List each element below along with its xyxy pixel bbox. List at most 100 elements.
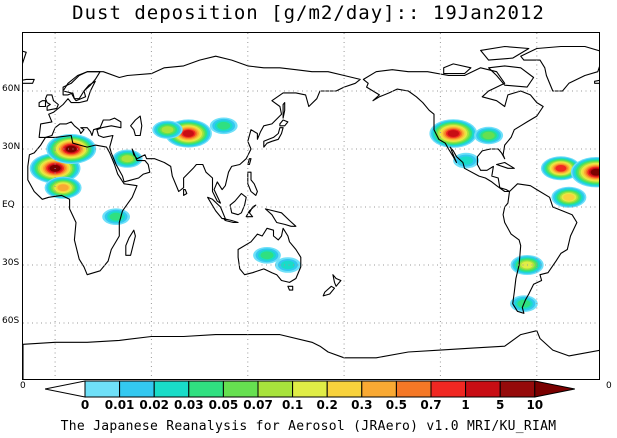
colorbar-tick-label: 0.01 [104, 398, 135, 412]
coastline-antarctica [23, 330, 599, 379]
colorbar-box [119, 380, 155, 398]
coastline-iceland-wrap [23, 78, 35, 84]
colorbar-box [395, 380, 432, 398]
dust-region-mexico [453, 152, 480, 169]
colorbar-box [465, 380, 501, 398]
graticule [23, 33, 599, 379]
dust-contour [161, 126, 174, 134]
dust-contour [590, 168, 599, 176]
colorbar-tick-label: 0.1 [281, 398, 304, 412]
dust-region-gobi [209, 117, 238, 135]
colorbar-tick-label: 0.07 [243, 398, 273, 412]
colorbar-box [153, 380, 190, 398]
lat-label: 60S [2, 316, 20, 326]
coastline-cuba [496, 161, 515, 169]
lat-label: 30S [2, 258, 20, 268]
dust-contour [217, 121, 231, 130]
coastline-new-zealand-s [322, 285, 336, 297]
colorbar-tick-label: 0.3 [351, 398, 373, 412]
colorbar-box [326, 380, 363, 398]
colorbar-box [361, 380, 397, 398]
colorbar-tick-label: 10 [526, 398, 544, 412]
dust-region-atlantic-sahara-plume [570, 157, 599, 188]
dust-contour [121, 155, 134, 163]
dust-region-australia-central [253, 247, 281, 264]
coastline-africa [27, 134, 138, 276]
coastline-baffin [488, 65, 535, 88]
footer-credit: The Japanese Reanalysis for Aerosol (JRA… [60, 419, 557, 434]
left-corner-label: 0 [20, 381, 26, 391]
dust-contour [182, 130, 194, 137]
coastline-hokkaido [279, 119, 289, 127]
colorbar-tick-label: 0.05 [208, 398, 239, 412]
dust-region-australia-east [274, 257, 301, 273]
coastline-victoria-isl [443, 63, 472, 75]
dust-contour [555, 165, 567, 172]
right-corner-label: 0 [606, 381, 612, 391]
colorbar [45, 380, 575, 398]
dust-region-mid-atlantic [540, 156, 581, 181]
colorbar-tick-label: 0.02 [139, 398, 169, 412]
dust-contour [57, 184, 69, 192]
lat-label: 60N [2, 84, 21, 94]
dust-contour [563, 193, 575, 201]
coastline-eurasia [38, 55, 361, 204]
map-canvas [23, 33, 599, 379]
coastline-ireland [38, 100, 47, 108]
map-frame [22, 32, 600, 380]
colorbar-labels: 0 0.01 0.02 0.03 0.05 0.07 0.1 0.2 0.3 0.5 0.7 1 5 10 [0, 398, 617, 414]
dust-contour [65, 145, 77, 153]
dust-contour [482, 131, 495, 140]
coastline-layer [23, 45, 599, 379]
colorbar-box [188, 380, 224, 398]
colorbar-tick-label: 0 [80, 398, 90, 412]
coastline-new-zealand-n [332, 274, 342, 287]
colorbar-tick-label: 5 [496, 398, 505, 412]
coastline-new-guinea [264, 208, 297, 227]
dust-contour [447, 130, 459, 137]
coastline-caspian [130, 115, 143, 137]
dust-region-east-africa [102, 208, 130, 225]
dust-contour [280, 260, 295, 270]
colorbar-tick-label: 0.03 [173, 398, 204, 412]
colorbar-box [292, 380, 328, 398]
map-title: Dust deposition [g/m2/day]:: 19Jan2012 [72, 2, 545, 24]
colorbar-tick-label: 0.2 [316, 398, 338, 412]
lat-label: 30N [2, 142, 21, 152]
dust-region-central-asia [152, 120, 183, 139]
colorbar-box [84, 380, 121, 398]
coastline-sulawesi [245, 204, 257, 218]
colorbar-box [222, 380, 259, 398]
coastline-australia [237, 227, 302, 283]
dust-contour [260, 251, 274, 260]
coastline-borneo [229, 192, 247, 216]
colorbar-tick-label: 0.5 [385, 398, 408, 412]
dust-region-tropical-atlantic [551, 186, 587, 208]
colorbar-tick-label: 1 [461, 398, 470, 412]
dust-region-us-east [474, 126, 504, 145]
colorbar-box [499, 380, 536, 398]
coastline-ellesmere [480, 45, 530, 61]
coastline-scandinavia [62, 71, 101, 102]
colorbar-under-triangle [45, 380, 86, 398]
colorbar-tick-label: 0.7 [420, 398, 442, 412]
coastline-greenland [520, 45, 599, 92]
coastline-java [223, 218, 239, 224]
lat-label: EQ [2, 200, 15, 210]
coastline-sakhalin [282, 102, 286, 119]
dust-region-great-basin [429, 119, 478, 148]
dust-region-west-africa [44, 176, 82, 199]
coastline-south-america [502, 183, 578, 314]
coastline-sri-lanka [183, 189, 188, 196]
colorbar-over-triangle [534, 380, 575, 398]
dust-region-north-africa-coast [46, 134, 97, 164]
coastline-taiwan [247, 158, 252, 166]
coastline-madagascar [125, 229, 136, 256]
coastline-japan [263, 127, 284, 148]
colorbar-box [430, 380, 467, 398]
coastline-iceland [594, 79, 599, 84]
dust-deposition-layer [29, 117, 599, 313]
coastline-greenland-wrap [23, 50, 27, 64]
coastline-philippines [247, 171, 258, 196]
coastline-tasmania [287, 285, 294, 291]
